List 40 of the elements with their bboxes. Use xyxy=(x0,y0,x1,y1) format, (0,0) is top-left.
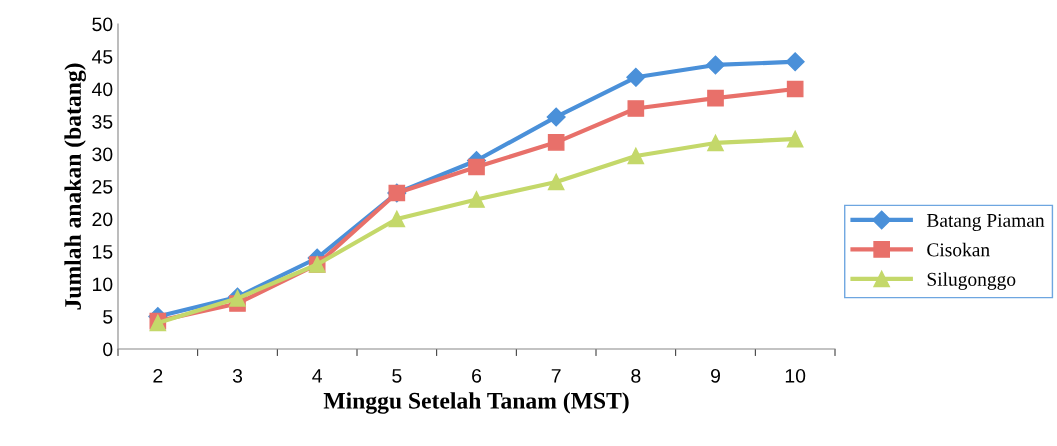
point xyxy=(468,191,485,208)
x-tick-label: 2 xyxy=(153,368,163,383)
x-tick-label: 6 xyxy=(472,368,482,383)
y-tick-label: 35 xyxy=(92,114,113,129)
y-tick-label: 50 xyxy=(92,17,113,32)
point xyxy=(547,173,565,191)
y-tick-label: 45 xyxy=(91,50,113,64)
point xyxy=(468,158,485,176)
point xyxy=(707,134,724,152)
y-tick-label: 40 xyxy=(91,82,113,97)
point xyxy=(546,107,566,127)
x-tick-label: 4 xyxy=(312,369,323,383)
y-tick-label: 10 xyxy=(93,277,113,292)
x-tick-label: 7 xyxy=(551,369,561,383)
point xyxy=(705,55,726,75)
y-tick-label: 0 xyxy=(103,342,113,357)
point xyxy=(388,210,406,228)
point xyxy=(786,130,804,148)
point xyxy=(785,52,805,72)
y-axis-title: Jumlah anakan (batang) xyxy=(64,63,86,310)
legend-label: Cisokan xyxy=(927,242,990,257)
point xyxy=(627,147,645,165)
y-tick-label: 5 xyxy=(103,310,113,324)
point xyxy=(707,89,724,107)
x-tick-label: 5 xyxy=(392,369,402,383)
x-axis-title: Minggu Setelah Tanam (MST) xyxy=(323,392,629,414)
y-tick-label: 15 xyxy=(93,245,113,259)
x-tick-label: 10 xyxy=(785,368,806,383)
y-tick-label: 30 xyxy=(92,147,113,162)
y-tick-label: 25 xyxy=(92,179,113,194)
legend-label: Silugonggo xyxy=(927,272,1016,290)
x-tick-label: 3 xyxy=(232,368,243,383)
point xyxy=(547,133,565,151)
x-tick-label: 9 xyxy=(711,368,720,383)
point xyxy=(786,80,804,98)
point xyxy=(626,67,646,87)
y-tick-label: 20 xyxy=(92,212,113,227)
point xyxy=(627,100,645,117)
x-tick-label: 8 xyxy=(631,368,641,383)
legend-label: Batang Piaman xyxy=(926,213,1045,231)
